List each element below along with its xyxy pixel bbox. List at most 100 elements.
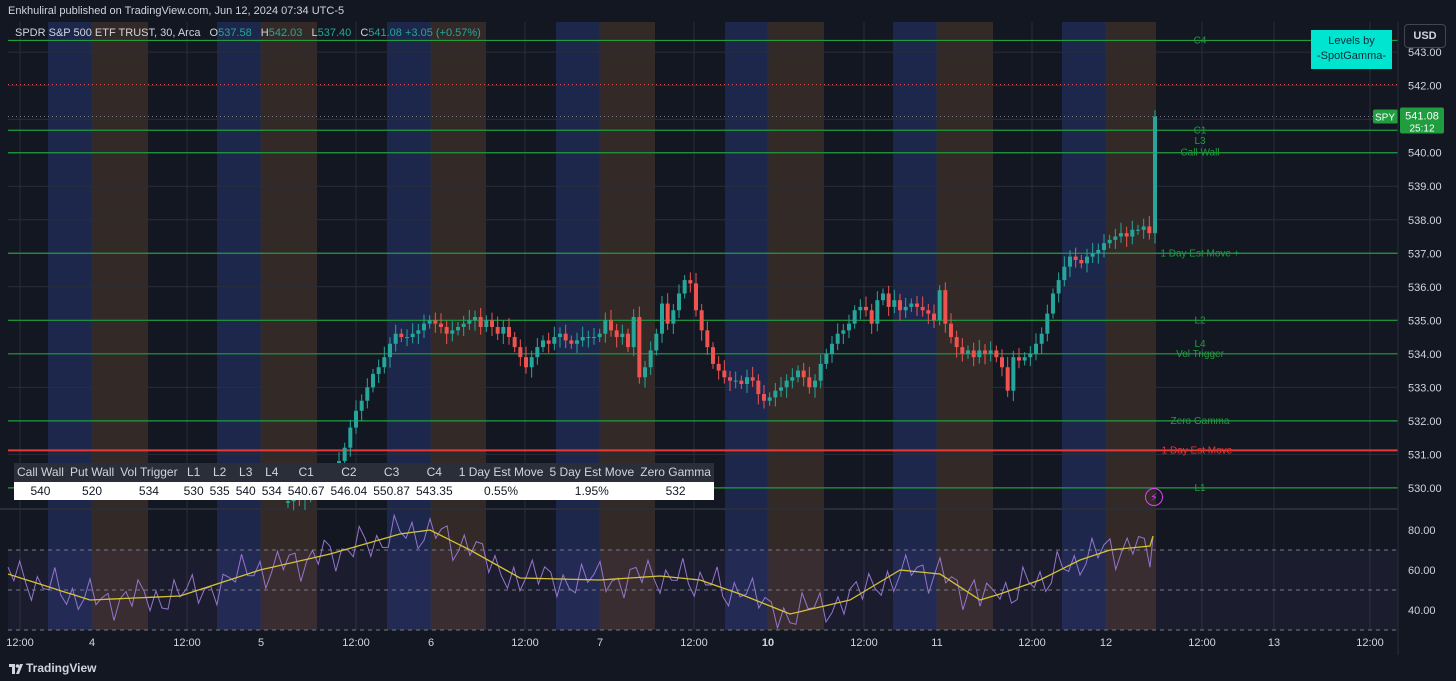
price-tick-label: 533.00 <box>1408 382 1442 394</box>
candle-body <box>983 350 987 354</box>
session-band <box>600 22 655 630</box>
level-table-values: 540 520 534 530 535 540 534 540.67 546.04 550.87 5… <box>14 481 714 500</box>
price-tick-label: 540.00 <box>1408 148 1442 160</box>
candle-body <box>495 327 500 334</box>
time-tick-label: 12:00 <box>173 637 201 649</box>
session-band <box>1062 22 1106 630</box>
session-band <box>725 22 768 630</box>
level-header-cell: L3 <box>232 463 259 482</box>
price-tick-label: 530.00 <box>1408 483 1442 495</box>
candle-body <box>643 367 647 378</box>
candle-body <box>1090 253 1095 257</box>
candle-body <box>592 337 596 339</box>
candle-body <box>529 357 534 368</box>
level-header-cell: C2 <box>327 463 371 482</box>
candle-body <box>614 330 619 338</box>
candle-body <box>1102 243 1106 250</box>
level-label: 1 Day Est Move - <box>1162 445 1239 456</box>
candle-body <box>1136 229 1140 231</box>
candle-body <box>1011 357 1016 391</box>
candle-body <box>541 340 545 348</box>
lightning-icon[interactable]: ⚡ <box>1145 488 1163 506</box>
price-tag-countdown: 25:12 <box>1409 124 1434 135</box>
session-band <box>217 22 261 630</box>
candle-body <box>507 327 511 338</box>
candle-body <box>1056 280 1061 294</box>
time-tick-label: 12:00 <box>342 637 370 649</box>
candle-body <box>575 340 579 344</box>
price-tag-symbol-box <box>1373 109 1398 124</box>
candle-body <box>478 316 483 328</box>
candle-body <box>665 303 670 324</box>
level-value-cell: 550.87 <box>370 481 413 500</box>
candle-body <box>416 330 421 334</box>
session-band <box>1106 22 1156 630</box>
tradingview-logo-text: TradingView <box>26 661 97 675</box>
currency-button[interactable]: USD <box>1404 24 1446 48</box>
time-tick-label: 12:00 <box>850 637 878 649</box>
candle-body <box>1068 256 1072 267</box>
open-value: 537.58 <box>218 27 252 39</box>
candle-body <box>501 327 506 334</box>
candle-body <box>818 363 823 381</box>
candle-body <box>603 320 608 334</box>
price-tick-label: 543.00 <box>1408 47 1442 59</box>
level-header-cell: 1 Day Est Move <box>455 463 547 482</box>
level-value-cell: 532 <box>637 481 714 500</box>
change-value: +3.05 (+0.57%) <box>404 27 481 39</box>
candle-body <box>342 447 347 462</box>
candle-body <box>773 390 778 398</box>
candle-body <box>518 347 523 358</box>
candle-body <box>371 373 375 388</box>
candle-body <box>892 300 897 307</box>
level-value-cell: 540.67 <box>284 481 328 500</box>
candle-body <box>699 310 704 331</box>
price-tick-label: 537.00 <box>1408 248 1442 260</box>
candle-body <box>433 320 438 324</box>
level-label: Call Wall <box>1180 148 1219 159</box>
level-label: L4 <box>1194 339 1206 350</box>
candle-body <box>858 306 863 311</box>
candle-body <box>1051 293 1055 314</box>
candle-body <box>784 380 789 388</box>
level-value-cell: 540 <box>14 481 67 500</box>
candle-body <box>745 377 749 384</box>
rsi-tick-label: 60.00 <box>1408 565 1436 577</box>
candle-body <box>733 380 738 382</box>
candle-body <box>1034 343 1038 354</box>
level-label: L3 <box>1194 136 1206 147</box>
time-tick-label: 12:00 <box>511 637 539 649</box>
candle-body <box>977 350 982 358</box>
rsi-tick-label: 40.00 <box>1408 605 1436 617</box>
candle-body <box>886 293 891 307</box>
candle-body <box>903 306 908 311</box>
time-tick-label: 5 <box>258 637 264 649</box>
price-tag-price: 541.08 <box>1405 111 1439 123</box>
candle-body <box>1130 229 1135 237</box>
candle-body <box>677 293 681 311</box>
candle-body <box>971 350 976 358</box>
candle-body <box>835 333 840 344</box>
candle-body <box>796 370 800 378</box>
candle-body <box>393 333 398 344</box>
candle-body <box>1005 367 1010 391</box>
tradingview-logo-icon <box>9 664 23 674</box>
candle-body <box>473 316 477 321</box>
level-label: 1 Day Est Move + <box>1160 248 1239 259</box>
session-band <box>937 22 993 630</box>
time-tick-label: 6 <box>428 637 434 649</box>
footer-bar: TradingView <box>0 655 1456 681</box>
candle-body <box>563 333 568 341</box>
candle-body <box>716 363 721 371</box>
session-band <box>92 22 148 630</box>
candle-body <box>688 280 693 284</box>
candle-body <box>427 320 432 324</box>
time-tick-label: 13 <box>1268 637 1280 649</box>
level-value-cell: 1.95% <box>546 481 638 500</box>
candle-body <box>960 347 965 354</box>
candle-body <box>694 283 698 311</box>
level-header-cell: L4 <box>258 463 285 482</box>
candle-body <box>801 370 806 378</box>
session-band <box>893 22 937 630</box>
